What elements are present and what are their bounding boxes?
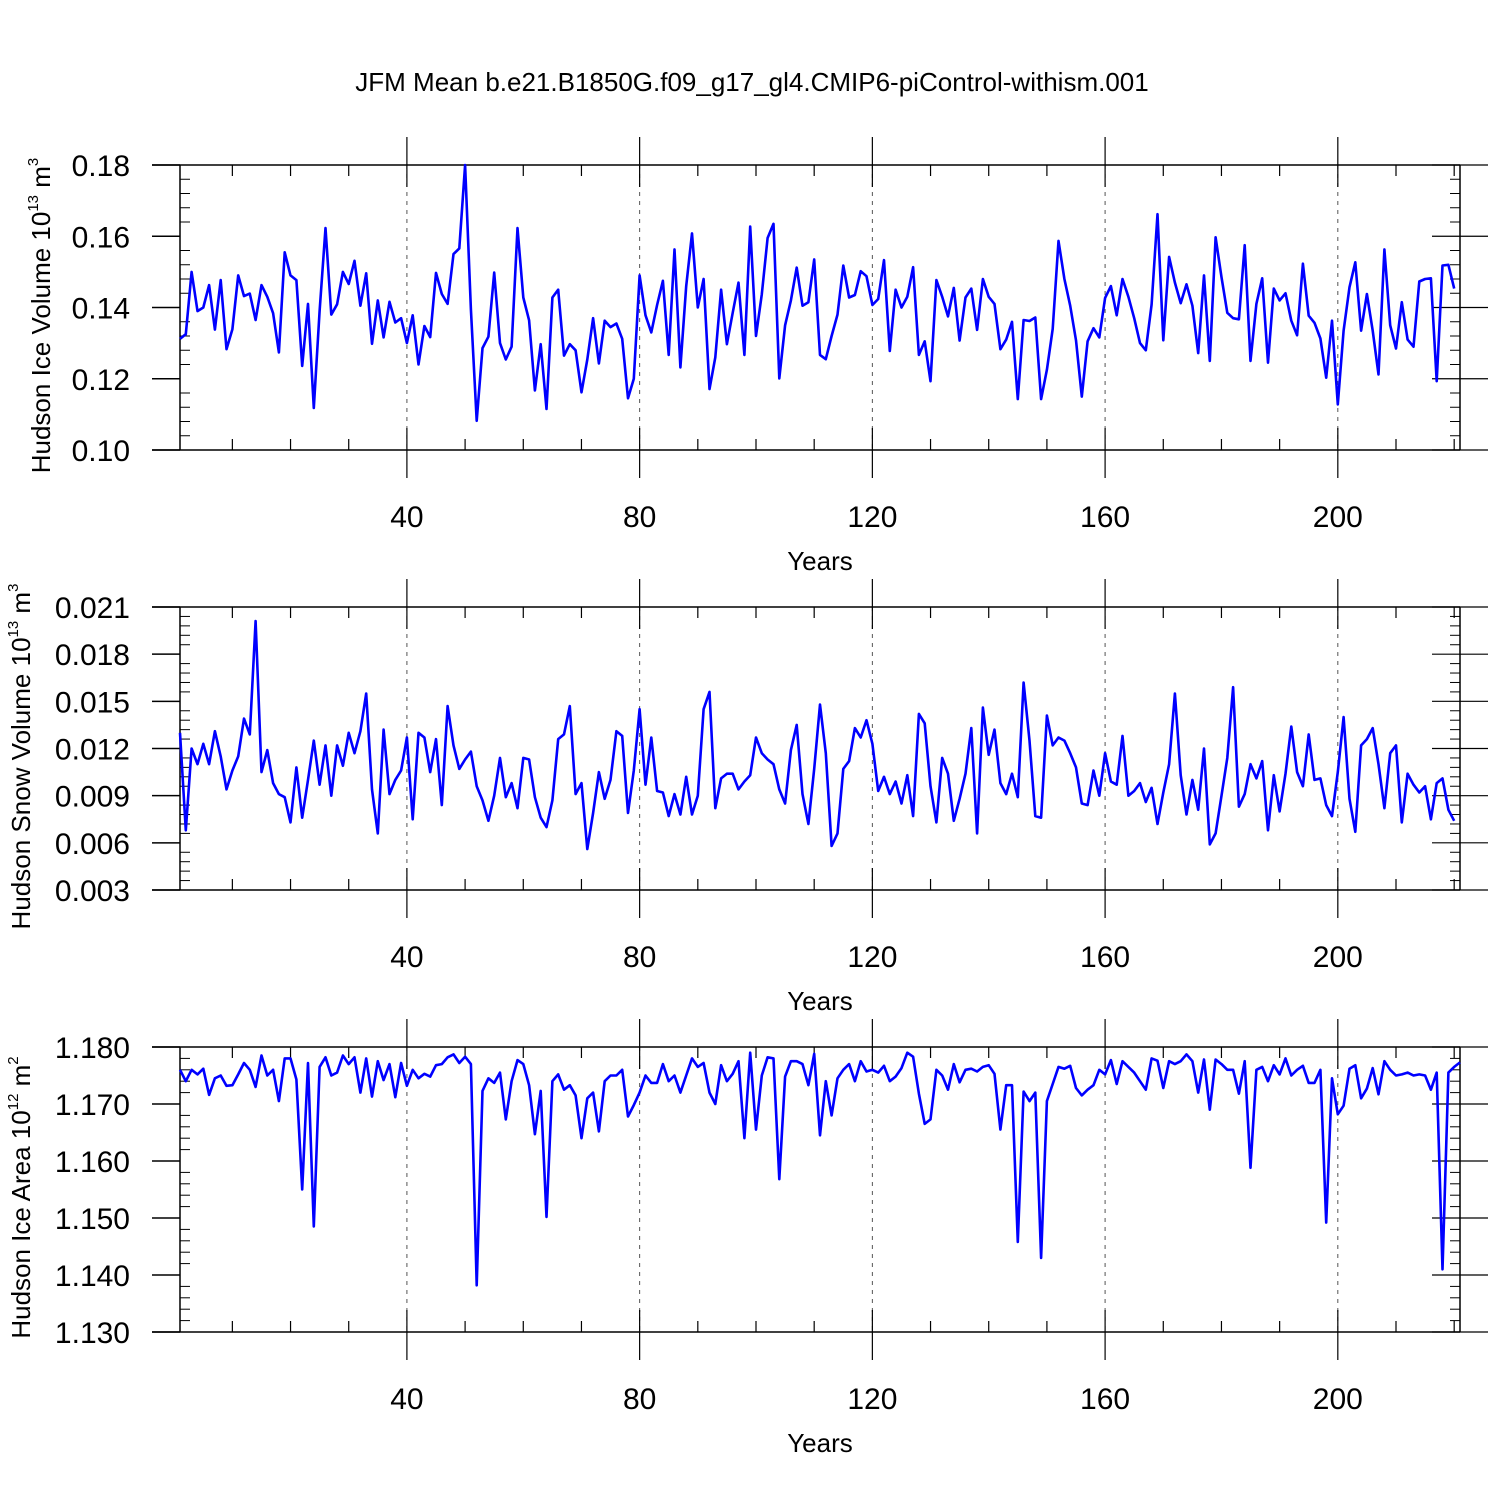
x-axis-title: Years [787,986,853,1016]
y-tick-label: 0.10 [72,435,130,468]
y-axis-title: Hudson Ice Volume 1013 m3 [25,158,56,474]
chart-panel-2: 0.003 0.006 0.009 0.012 0.015 0.018 0.021 40 80 1… [5,579,1488,1016]
y-tick-label: 0.021 [55,592,130,625]
series-line-1 [178,619,1456,851]
x-tick-label: 160 [1080,501,1130,534]
y-tick-label: 1.140 [55,1260,130,1293]
y-tick-label: 0.018 [55,639,130,672]
chart-panel-3: 1.130 1.140 1.150 1.160 1.170 1.180 40 80 120 160… [5,1019,1488,1458]
x-axis-title: Years [787,546,853,576]
y-tick-label: 1.170 [55,1089,130,1122]
y-tick-label: 0.012 [55,734,130,767]
x-axis-title: Years [787,1428,853,1458]
x-tick-label: 80 [623,1383,656,1416]
x-tick-label: 120 [847,501,897,534]
x-tick-label: 80 [623,941,656,974]
y-tick-label: 0.009 [55,781,130,814]
x-tick-label: 80 [623,501,656,534]
series-line-1 [178,1051,1461,1287]
x-tick-label: 120 [847,1383,897,1416]
x-tick-label: 40 [390,501,423,534]
y-tick-label: 1.160 [55,1146,130,1179]
x-tick-label: 200 [1313,1383,1363,1416]
chart-panel-1: 0.10 0.12 0.14 0.16 0.18 40 80 120 160 200 Years Hu… [25,137,1488,576]
y-tick-label: 0.006 [55,828,130,861]
x-tick-label: 40 [390,1383,423,1416]
y-tick-label: 0.015 [55,686,130,719]
series-line-1 [179,163,1456,423]
y-tick-label: 1.130 [55,1317,130,1350]
x-tick-label: 200 [1313,501,1363,534]
y-tick-label: 1.150 [55,1203,130,1236]
x-tick-label: 200 [1313,941,1363,974]
y-tick-label: 0.14 [72,293,130,326]
y-axis-title: Hudson Snow Volume 1013 m3 [5,584,36,930]
y-tick-label: 0.18 [72,150,130,183]
x-tick-label: 120 [847,941,897,974]
x-tick-label: 160 [1080,941,1130,974]
y-tick-label: 0.003 [55,875,130,908]
y-tick-label: 0.12 [72,364,130,397]
y-tick-label: 0.16 [72,221,130,254]
y-tick-label: 1.180 [55,1032,130,1065]
y-axis-title: Hudson Ice Area 1012 m2 [5,1056,36,1338]
x-tick-label: 40 [390,941,423,974]
x-tick-label: 160 [1080,1383,1130,1416]
figure-title: JFM Mean b.e21.B1850G.f09_g17_gl4.CMIP6-… [355,67,1148,97]
